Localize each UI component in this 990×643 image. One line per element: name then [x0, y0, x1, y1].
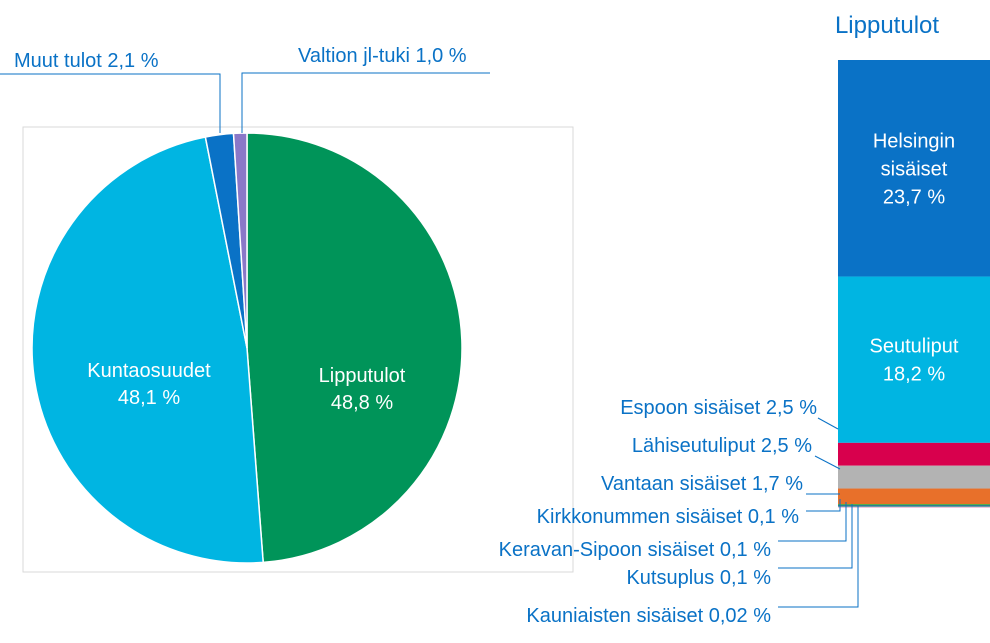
- bar-value-seutuliput: 18,2 %: [883, 364, 945, 386]
- bar-label-helsingin-sisaiset: sisäiset: [881, 158, 948, 180]
- pie-slice-lipputulot: [246, 132, 463, 564]
- pie-label-valtion-jl-tuki: Valtion jl-tuki 1,0 %: [298, 45, 467, 67]
- bar-label-lahiseutuliput: Lähiseutuliput 2,5 %: [632, 435, 812, 457]
- pie-label-kuntaosuudet: Kuntaosuudet: [87, 360, 211, 382]
- bar-chart-title: Lipputulot: [835, 12, 939, 39]
- pie-value-kuntaosuudet: 48,1 %: [118, 387, 180, 409]
- pie-label-muut-tulot: Muut tulot 2,1 %: [14, 50, 159, 72]
- bar-label-kutsuplus: Kutsuplus 0,1 %: [626, 567, 771, 589]
- bar-leader-kauniaisten-sisaiset: [778, 506, 859, 608]
- bar-segment-kutsuplus: [838, 505, 990, 507]
- bar-segment-helsingin-sisaiset: [838, 60, 990, 277]
- bar-label-seutuliput: Seutuliput: [870, 336, 959, 358]
- bar-segment-keravan-sipoon-sisaiset: [838, 504, 990, 506]
- bar-leader-keravan-sipoon-sisaiset: [778, 502, 847, 542]
- pie-chart: Lipputulot 48,8 % Kuntaosuudet 48,1 % Muut t…: [0, 45, 490, 564]
- bar-label-kauniaisten-sisaiset: Kauniaisten sisäiset 0,02 %: [526, 605, 771, 627]
- stacked-bar-chart: Helsingin sisäiset 23,7 % Seutuliput 18,2 % E…: [499, 60, 990, 627]
- bar-value-helsingin-sisaiset: 23,7 %: [883, 186, 945, 208]
- bar-label-helsingin-sisaiset: Helsingin: [873, 130, 955, 152]
- bar-segment-seutuliput: [838, 276, 990, 443]
- pie-leader-valtion-jl-tuki: [241, 72, 490, 133]
- bar-segment-kauniaisten-sisaiset: [838, 506, 990, 508]
- bar-segment-kirkkonummen-sisaiset: [838, 504, 990, 505]
- pie-leader-muut-tulot: [0, 73, 221, 133]
- bar-label-keravan-sipoon-sisaiset: Keravan-Sipoon sisäiset 0,1 %: [499, 539, 772, 561]
- bar-segment-lahiseutuliput: [838, 465, 990, 489]
- bar-leader-lahiseutuliput: [814, 455, 841, 470]
- bar-label-vantaan-sisaiset: Vantaan sisäiset 1,7 %: [601, 473, 803, 495]
- bar-segment-espoon-sisaiset: [838, 442, 990, 466]
- pie-slice-valtion-jl-tuki: [232, 132, 248, 349]
- pie-slice-kuntaosuudet: [31, 136, 265, 564]
- bar-label-espoon-sisaiset: Espoon sisäiset 2,5 %: [620, 397, 817, 419]
- bar-leader-espoon-sisaiset: [817, 417, 839, 430]
- pie-label-lipputulot: Lipputulot: [319, 365, 406, 387]
- bar-leader-kirkkonummen-sisaiset: [806, 499, 841, 512]
- bar-segment-vantaan-sisaiset: [838, 488, 990, 505]
- bar-leader-kutsuplus: [778, 504, 853, 569]
- bar-label-kirkkonummen-sisaiset: Kirkkonummen sisäiset 0,1 %: [537, 506, 800, 528]
- pie-value-lipputulot: 48,8 %: [331, 392, 393, 414]
